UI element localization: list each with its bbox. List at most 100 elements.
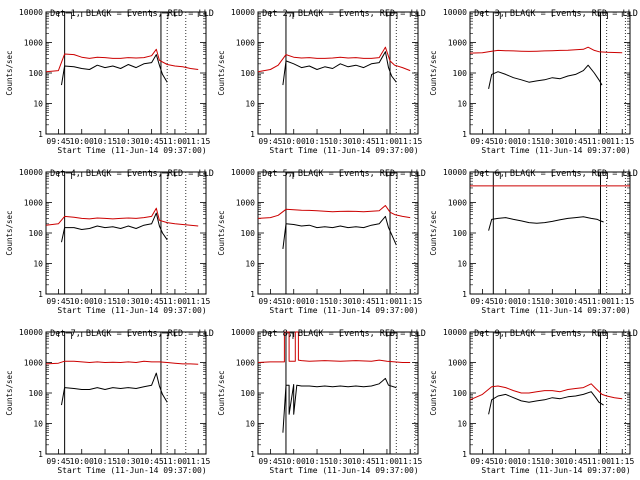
x-tick-label: 10:00 xyxy=(282,457,306,466)
panel-title: Det 2, BLACK = Events, RED = LLD xyxy=(262,9,426,19)
y-tick-label: 1000 xyxy=(448,359,467,368)
x-tick-label: 11:15 xyxy=(398,297,422,306)
x-tick-label: 10:00 xyxy=(282,297,306,306)
y-tick-label: 10 xyxy=(457,260,467,269)
x-tick-label: 10:45 xyxy=(140,297,164,306)
plot-frame xyxy=(45,11,207,135)
x-axis-label: Start Time (11-Jun-14 09:37:00) xyxy=(57,466,206,475)
y-axis-label: Counts/sec xyxy=(217,370,226,415)
x-tick-label: 09:45 xyxy=(258,457,282,466)
x-tick-label: 10:30 xyxy=(116,297,140,306)
interval-marker xyxy=(65,172,73,179)
y-axis-label: Counts/sec xyxy=(5,50,14,95)
y-tick-label: 1 xyxy=(462,450,467,459)
x-tick-label: 11:00 xyxy=(163,137,187,146)
y-tick-label: 100 xyxy=(453,389,468,398)
y-tick-label: 100 xyxy=(241,229,256,238)
y-tick-label: 1000 xyxy=(236,199,255,208)
x-tick-label: 10:15 xyxy=(305,297,329,306)
interval-marker xyxy=(161,12,169,19)
panel-det-4: 1 10 100 1000 10000 09:45 10:00 10:15 10:30 10:45… xyxy=(5,168,214,315)
x-tick-label: 09:45 xyxy=(258,137,282,146)
panel-det-6: 1 10 100 1000 10000 09:45 10:00 10:15 10:30 10:45… xyxy=(429,168,638,315)
interval-marker xyxy=(494,332,501,339)
panel-title: Det 5, BLACK = Events, RED = LLD xyxy=(262,169,426,179)
y-tick-label: 1 xyxy=(38,130,43,139)
panel-title: Det 1, BLACK = Events, RED = LLD xyxy=(50,9,214,19)
y-tick-label: 1 xyxy=(462,290,467,299)
x-tick-label: 10:15 xyxy=(93,457,117,466)
y-tick-label: 100 xyxy=(29,389,44,398)
y-tick-label: 1000 xyxy=(24,39,43,48)
x-tick-label: 11:00 xyxy=(163,457,187,466)
y-tick-label: 1 xyxy=(462,130,467,139)
x-tick-label: 10:00 xyxy=(282,137,306,146)
x-tick-label: 11:00 xyxy=(375,297,399,306)
panel-det-8: 1 10 100 1000 10000 09:45 10:00 10:15 10:30 10:45… xyxy=(217,328,426,475)
events-series-line xyxy=(488,216,604,231)
plot-frame xyxy=(257,331,419,455)
x-tick-label: 11:15 xyxy=(186,297,210,306)
x-tick-label: 11:15 xyxy=(610,457,634,466)
events-series-line xyxy=(282,51,397,86)
panel-det-2: 1 10 100 1000 10000 09:45 10:00 10:15 10:30 10:45… xyxy=(217,8,426,155)
x-tick-label: 09:45 xyxy=(470,137,494,146)
y-tick-label: 1000 xyxy=(236,359,255,368)
y-tick-label: 1 xyxy=(250,130,255,139)
x-axis-label: Start Time (11-Jun-14 09:37:00) xyxy=(481,466,630,475)
interval-marker xyxy=(601,12,608,19)
x-tick-label: 11:00 xyxy=(587,457,611,466)
y-tick-label: 10 xyxy=(33,420,43,429)
y-tick-label: 1000 xyxy=(236,39,255,48)
events-series-line xyxy=(282,215,397,249)
lld-series-line xyxy=(45,360,199,365)
x-axis-label: Start Time (11-Jun-14 09:37:00) xyxy=(57,146,206,155)
x-tick-label: 11:00 xyxy=(375,137,399,146)
y-tick-label: 10000 xyxy=(231,8,255,17)
y-tick-label: 10000 xyxy=(443,328,467,337)
x-tick-label: 09:45 xyxy=(470,457,494,466)
x-tick-label: 09:45 xyxy=(46,137,70,146)
lld-series-line xyxy=(469,46,623,54)
x-tick-label: 10:45 xyxy=(352,457,376,466)
y-tick-label: 10 xyxy=(245,420,255,429)
y-tick-label: 1 xyxy=(38,290,43,299)
interval-marker xyxy=(65,12,73,19)
x-tick-label: 10:30 xyxy=(328,297,352,306)
y-tick-label: 10000 xyxy=(443,168,467,177)
y-tick-label: 100 xyxy=(241,389,256,398)
y-tick-label: 100 xyxy=(241,69,256,78)
y-tick-label: 10 xyxy=(33,260,43,269)
x-tick-label: 10:30 xyxy=(328,137,352,146)
x-tick-label: 11:00 xyxy=(375,457,399,466)
x-axis-label: Start Time (11-Jun-14 09:37:00) xyxy=(481,146,630,155)
x-tick-label: 10:45 xyxy=(564,137,588,146)
panel-det-3: 1 10 100 1000 10000 09:45 10:00 10:15 10:30 10:45… xyxy=(429,8,638,155)
x-axis-label: Start Time (11-Jun-14 09:37:00) xyxy=(269,306,418,315)
y-axis-label: Counts/sec xyxy=(217,210,226,255)
y-tick-label: 10 xyxy=(245,260,255,269)
plot-frame xyxy=(469,331,631,455)
x-tick-label: 11:15 xyxy=(398,137,422,146)
x-tick-label: 10:00 xyxy=(70,297,94,306)
x-tick-label: 10:45 xyxy=(352,137,376,146)
x-tick-label: 10:30 xyxy=(328,457,352,466)
x-axis-label: Start Time (11-Jun-14 09:37:00) xyxy=(481,306,630,315)
x-tick-label: 10:30 xyxy=(540,457,564,466)
y-tick-label: 100 xyxy=(29,69,44,78)
y-tick-label: 100 xyxy=(453,229,468,238)
x-tick-label: 11:15 xyxy=(186,457,210,466)
y-tick-label: 10000 xyxy=(231,328,255,337)
events-series-line xyxy=(61,54,168,86)
y-axis-label: Counts/sec xyxy=(429,210,438,255)
x-tick-label: 10:45 xyxy=(564,297,588,306)
panel-det-7: 1 10 100 1000 10000 09:45 10:00 10:15 10:30 10:45… xyxy=(5,328,214,475)
panel-det-9: 1 10 100 1000 10000 09:45 10:00 10:15 10:30 10:45… xyxy=(429,328,638,475)
panel-title: Det 3, BLACK = Events, RED = LLD xyxy=(474,9,638,19)
y-axis-label: Counts/sec xyxy=(429,50,438,95)
x-tick-label: 10:15 xyxy=(517,297,541,306)
interval-marker xyxy=(161,332,169,339)
lld-series-line xyxy=(257,46,411,73)
y-tick-label: 1000 xyxy=(448,39,467,48)
